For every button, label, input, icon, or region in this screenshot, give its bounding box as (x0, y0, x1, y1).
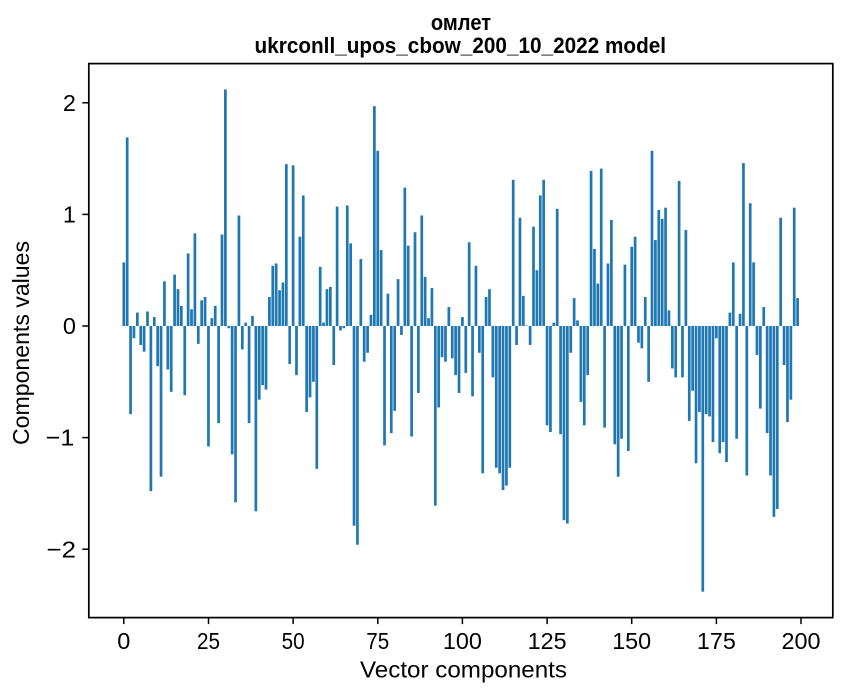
svg-text:75: 75 (366, 628, 389, 654)
svg-text:0: 0 (117, 628, 130, 654)
svg-text:2: 2 (63, 90, 76, 116)
svg-text:0: 0 (63, 313, 76, 339)
svg-text:−1: −1 (46, 425, 75, 451)
svg-text:25: 25 (197, 628, 220, 654)
svg-text:омлет: омлет (431, 10, 491, 35)
svg-text:175: 175 (697, 628, 736, 654)
svg-text:200: 200 (782, 628, 821, 654)
svg-text:125: 125 (528, 628, 567, 654)
svg-text:ukrconll_upos_cbow_200_10_2022: ukrconll_upos_cbow_200_10_2022 model (255, 33, 667, 58)
svg-text:50: 50 (282, 628, 305, 654)
svg-text:Components values: Components values (8, 241, 34, 445)
svg-text:Vector components: Vector components (360, 656, 567, 682)
svg-text:1: 1 (63, 202, 76, 228)
svg-text:100: 100 (443, 628, 482, 654)
svg-text:150: 150 (612, 628, 651, 654)
svg-text:−2: −2 (47, 536, 77, 562)
